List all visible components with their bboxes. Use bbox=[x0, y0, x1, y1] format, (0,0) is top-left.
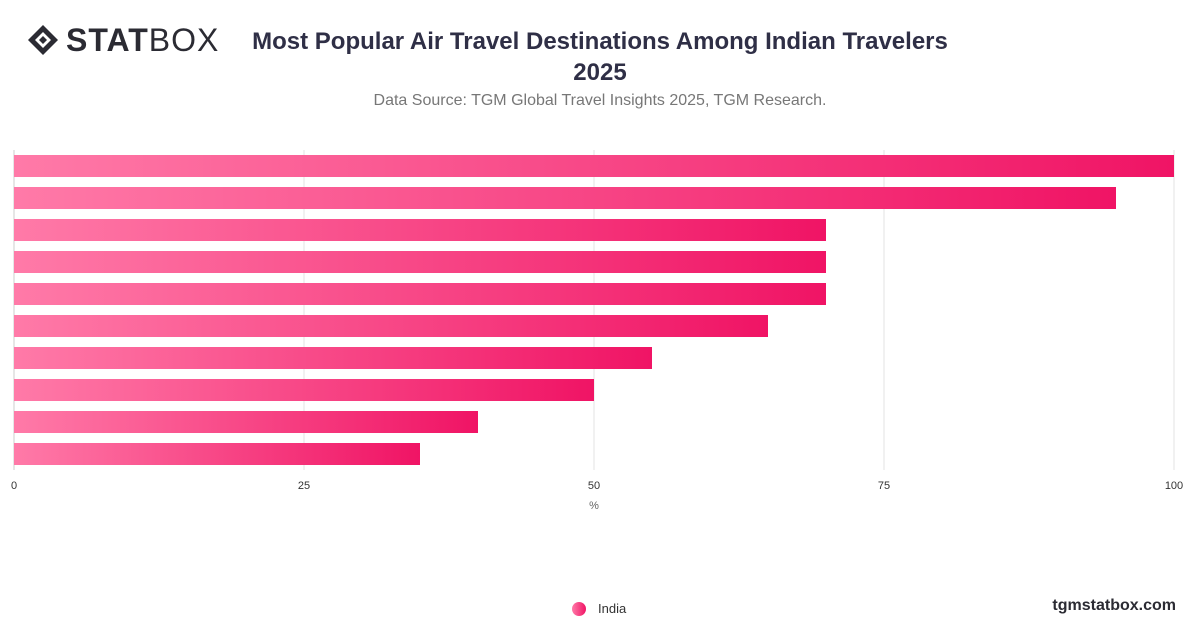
x-tick-label: 0 bbox=[11, 480, 17, 492]
x-tick-label: 75 bbox=[878, 480, 890, 492]
bar bbox=[14, 379, 594, 401]
bar-chart: 0 25 50 75 100% bbox=[11, 150, 1183, 512]
statbox-diamond-icon bbox=[28, 25, 58, 55]
legend-marker-india[interactable] bbox=[572, 601, 586, 616]
brand-logo: STATBOX bbox=[26, 22, 219, 58]
bar bbox=[14, 315, 768, 337]
watermark: tgmstatbox.com bbox=[1052, 597, 1176, 614]
x-tick-label: 50 bbox=[588, 480, 600, 492]
bar bbox=[14, 347, 652, 369]
bar bbox=[14, 187, 1116, 209]
bar bbox=[14, 155, 1174, 177]
brand-name-light: BOX bbox=[148, 22, 220, 58]
x-tick-label: 100 bbox=[1165, 480, 1183, 492]
x-axis-label: % bbox=[589, 500, 599, 512]
legend-label-india[interactable]: India bbox=[598, 601, 627, 616]
bar bbox=[14, 283, 826, 305]
x-tick-label: 25 bbox=[298, 480, 310, 492]
chart-legend: India bbox=[572, 601, 626, 616]
brand-name: STATBOX bbox=[66, 22, 219, 58]
chart-title: Most Popular Air Travel Destinations Amo… bbox=[252, 28, 948, 86]
bar bbox=[14, 443, 420, 465]
bar bbox=[14, 219, 826, 241]
bar bbox=[14, 251, 826, 273]
brand-name-bold: STAT bbox=[66, 22, 149, 58]
bar bbox=[14, 411, 478, 433]
chart-subtitle: Data Source: TGM Global Travel Insights … bbox=[373, 92, 827, 109]
